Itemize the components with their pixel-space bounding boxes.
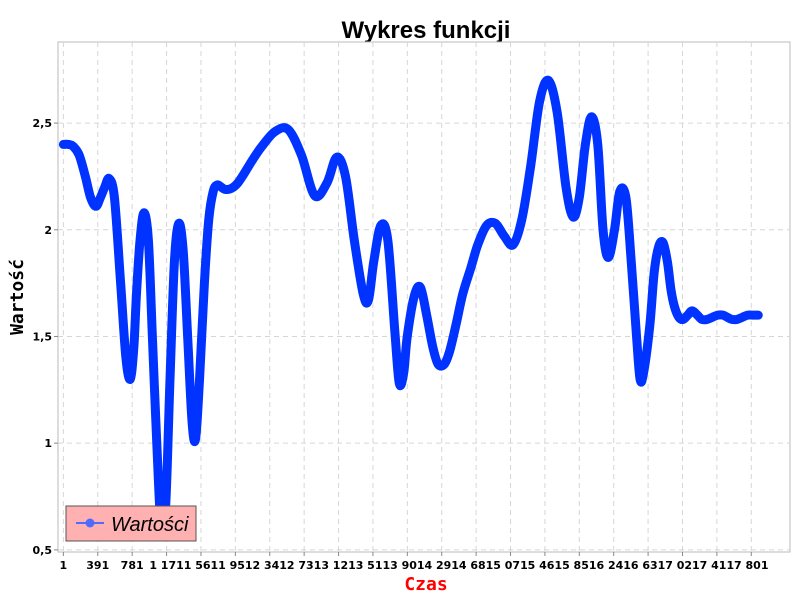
x-tick-label: 1: [60, 559, 68, 572]
x-tick-label: 7 021: [665, 559, 699, 572]
x-tick-label: 2 341: [253, 559, 287, 572]
series-layer: [58, 75, 763, 538]
y-tick-label: 1: [44, 437, 52, 450]
axis-ticks: 0,5 1 1,5 2 2,5 1 391 781 1 171 1 561 1 951 2 341 2 …: [33, 117, 769, 572]
x-tick-label: 4 681: [459, 559, 493, 572]
x-tick-label: 2 731: [287, 559, 321, 572]
x-tick-label: 3 121: [321, 559, 355, 572]
x-tick-label: 5 851: [562, 559, 596, 572]
x-tick-label: 3 511: [356, 559, 390, 572]
x-tick-label: 7 411: [700, 559, 734, 572]
x-axis-label: Czas: [404, 574, 447, 595]
x-tick-label: 7 801: [734, 559, 768, 572]
x-tick-label: 1 951: [218, 559, 252, 572]
y-axis-label: Wartość: [7, 259, 28, 335]
y-tick-label: 0,5: [33, 544, 53, 557]
legend-label: Wartości: [111, 514, 189, 536]
x-tick-label: 781: [121, 559, 144, 572]
x-tick-label: 5 461: [528, 559, 562, 572]
chart-title: Wykres funkcji: [342, 17, 511, 44]
y-tick-label: 1,5: [33, 330, 53, 343]
x-tick-label: 1 171: [149, 559, 183, 572]
x-tick-label: 6 241: [596, 559, 630, 572]
series-line-0: [58, 75, 763, 538]
x-tick-label: 391: [86, 559, 109, 572]
y-tick-label: 2,5: [33, 117, 53, 130]
x-tick-label: 6 631: [631, 559, 665, 572]
x-tick-label: 5 071: [493, 559, 527, 572]
legend: Wartości: [65, 505, 197, 542]
legend-marker: [85, 518, 95, 528]
y-tick-label: 2: [44, 224, 52, 237]
x-tick-label: 1 561: [184, 559, 218, 572]
x-tick-label: 4 291: [425, 559, 459, 572]
x-tick-label: 3 901: [390, 559, 424, 572]
